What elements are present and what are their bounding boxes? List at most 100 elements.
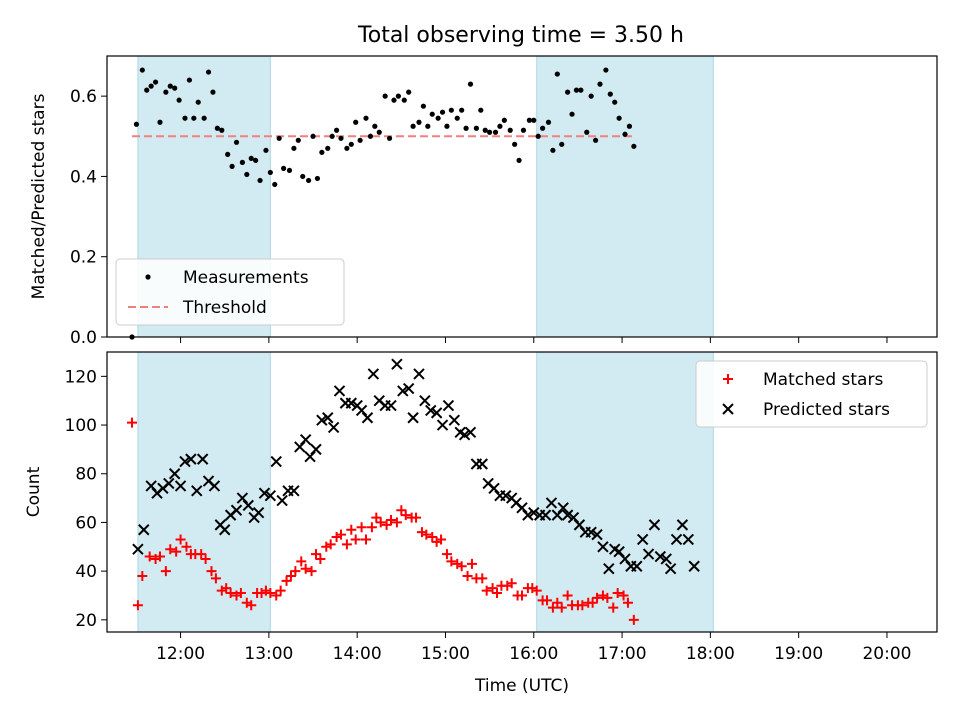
data-point [163,89,169,95]
data-point [300,563,311,574]
data-point [196,549,207,560]
data-point [357,137,363,143]
data-point [648,519,661,531]
data-point [407,412,419,424]
data-point [306,177,312,184]
data-point [291,145,297,151]
data-point [229,163,235,169]
data-point [628,614,639,625]
data-point [462,571,473,581]
data-point [206,566,217,577]
data-point [562,590,573,601]
data-point [547,602,558,613]
data-point [592,137,599,143]
data-point [676,519,689,531]
data-point [540,125,546,131]
data-point [664,562,677,575]
observing-window-2 [536,55,714,338]
data-point [271,590,282,601]
data-point [441,549,452,560]
data-point [467,81,474,87]
data-point [132,543,144,555]
data-point [597,541,609,553]
data-point [448,414,461,426]
data-point [454,115,460,121]
data-point [280,165,287,171]
y-tick-label: 60 [75,513,97,533]
data-point [435,115,441,121]
y-tick-label: 100 [65,416,97,436]
data-point [446,556,457,567]
data-point [491,588,502,599]
data-point [400,510,411,521]
data-point [333,127,340,133]
data-point [517,590,527,601]
legend-marker-x [722,403,734,415]
y-tick-label: 0.0 [70,328,97,348]
data-point [185,453,197,465]
series-predicted-stars [132,358,700,575]
data-point [382,93,388,99]
data-point [487,583,498,594]
data-point [622,131,628,137]
data-point [569,111,575,117]
data-point [296,556,307,567]
data-point [550,147,556,153]
data-point [341,539,352,550]
data-point [477,573,488,584]
data-point [310,549,321,560]
data-point [144,551,155,562]
data-point [386,515,397,525]
data-point [516,502,528,514]
data-point [670,533,683,546]
data-point [160,566,171,577]
x-axis-label: Time (UTC) [474,676,569,696]
data-point [578,87,584,93]
data-point [137,571,148,581]
y-axis-label: Count [24,466,44,517]
data-point [416,119,422,125]
data-point [385,399,397,412]
data-point [210,89,216,95]
data-point [310,443,322,456]
data-point [636,533,649,546]
y-tick-label: 0.2 [70,248,97,268]
data-point [356,522,367,533]
data-point [391,97,397,103]
data-point [221,583,232,594]
data-point [391,517,402,528]
data-point [335,529,346,540]
data-point [175,534,186,545]
data-point [448,107,454,113]
data-point [482,127,488,133]
data-point [314,175,321,182]
data-point [603,67,609,73]
data-point [506,578,517,589]
data-point [172,85,178,91]
data-point [167,83,173,89]
data-point [421,529,432,540]
data-point [281,575,292,586]
axes-frame [106,55,938,338]
data-point [272,181,278,188]
data-point [456,561,467,572]
data-point [367,368,380,380]
data-point [631,560,643,572]
data-point [235,588,246,599]
data-point [551,509,564,521]
data-point [257,177,263,184]
count-panel: 20 40 60 80 100 120 12:00 13:00 14:00 15:00 16:00 1… [24,351,938,696]
data-point [682,533,695,546]
data-point [315,553,326,564]
data-point [236,492,249,504]
data-point [386,135,393,141]
data-point [602,592,613,603]
data-point [346,524,357,535]
data-point [179,455,191,468]
data-point [276,135,282,141]
data-point [275,585,286,596]
data-point [138,524,150,536]
data-point [195,99,201,105]
data-point [444,123,450,129]
